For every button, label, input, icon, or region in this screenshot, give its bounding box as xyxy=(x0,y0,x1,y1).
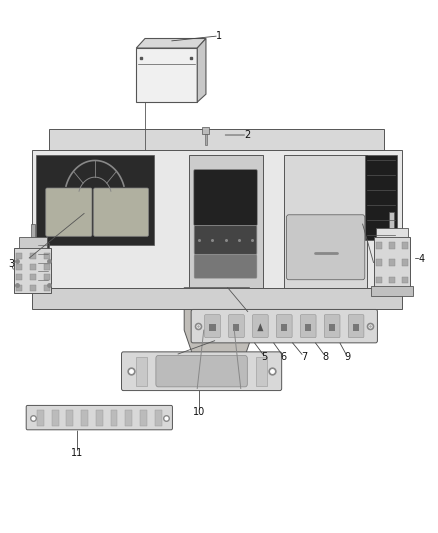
FancyBboxPatch shape xyxy=(46,188,92,236)
FancyBboxPatch shape xyxy=(194,225,257,254)
Polygon shape xyxy=(197,38,206,102)
Bar xyxy=(16,285,22,291)
Bar xyxy=(136,48,197,102)
Bar xyxy=(19,237,47,248)
Bar xyxy=(353,324,359,330)
FancyBboxPatch shape xyxy=(94,188,148,236)
Bar xyxy=(30,285,36,291)
Text: 2: 2 xyxy=(244,130,251,140)
Polygon shape xyxy=(49,128,385,150)
Bar xyxy=(30,253,36,259)
Text: 4: 4 xyxy=(418,254,424,263)
Bar xyxy=(376,277,382,284)
FancyBboxPatch shape xyxy=(300,315,316,337)
Bar xyxy=(16,274,22,280)
Bar xyxy=(402,242,408,249)
FancyBboxPatch shape xyxy=(194,169,257,225)
Text: 1: 1 xyxy=(216,31,222,41)
Bar xyxy=(44,274,50,280)
Bar xyxy=(365,155,397,240)
FancyBboxPatch shape xyxy=(26,406,173,430)
Text: 7: 7 xyxy=(301,352,307,361)
Polygon shape xyxy=(36,155,154,245)
Polygon shape xyxy=(32,150,402,288)
Bar xyxy=(155,410,162,425)
Bar xyxy=(374,237,410,288)
Text: 10: 10 xyxy=(193,407,205,417)
Bar xyxy=(329,324,335,330)
Bar xyxy=(136,357,147,386)
FancyBboxPatch shape xyxy=(156,356,247,387)
Text: 3: 3 xyxy=(8,259,14,269)
Bar xyxy=(30,274,36,280)
Text: 6: 6 xyxy=(280,352,286,361)
Bar xyxy=(281,324,287,330)
Bar xyxy=(16,253,22,259)
Bar xyxy=(256,357,267,386)
Bar xyxy=(376,260,382,266)
Bar xyxy=(37,410,44,425)
FancyBboxPatch shape xyxy=(253,315,268,337)
FancyBboxPatch shape xyxy=(191,310,378,343)
FancyBboxPatch shape xyxy=(348,315,364,337)
Bar xyxy=(209,324,215,330)
Bar xyxy=(14,248,51,293)
Bar xyxy=(96,410,103,425)
Text: 5: 5 xyxy=(261,352,268,361)
Bar xyxy=(30,264,36,270)
Bar xyxy=(188,155,262,288)
Bar xyxy=(202,126,209,134)
Bar xyxy=(402,260,408,266)
Bar xyxy=(36,243,49,282)
Polygon shape xyxy=(136,38,206,48)
Bar xyxy=(389,212,394,228)
FancyBboxPatch shape xyxy=(194,255,257,278)
Text: 9: 9 xyxy=(344,352,350,361)
Bar xyxy=(52,410,59,425)
Text: 11: 11 xyxy=(71,448,84,458)
Bar xyxy=(44,264,50,270)
Bar xyxy=(16,264,22,270)
Polygon shape xyxy=(184,288,254,362)
Bar xyxy=(389,242,395,249)
FancyBboxPatch shape xyxy=(324,315,340,337)
FancyBboxPatch shape xyxy=(229,315,244,337)
Bar xyxy=(376,228,408,237)
Bar xyxy=(140,410,147,425)
Bar xyxy=(376,242,382,249)
Bar xyxy=(284,155,367,288)
Bar xyxy=(402,277,408,284)
Bar xyxy=(389,277,395,284)
Bar xyxy=(81,410,88,425)
FancyBboxPatch shape xyxy=(205,315,220,337)
Bar xyxy=(125,410,132,425)
FancyBboxPatch shape xyxy=(121,352,282,391)
Text: 8: 8 xyxy=(322,352,328,361)
FancyBboxPatch shape xyxy=(286,215,365,280)
Bar xyxy=(110,410,117,425)
Bar xyxy=(389,260,395,266)
Bar xyxy=(371,286,413,296)
Bar xyxy=(31,224,35,237)
FancyBboxPatch shape xyxy=(276,315,292,337)
Bar xyxy=(233,324,240,330)
Bar xyxy=(32,288,402,309)
Bar xyxy=(205,134,207,144)
Bar xyxy=(44,253,50,259)
Bar xyxy=(44,285,50,291)
Bar xyxy=(305,324,311,330)
Bar xyxy=(67,410,74,425)
Polygon shape xyxy=(257,323,263,331)
